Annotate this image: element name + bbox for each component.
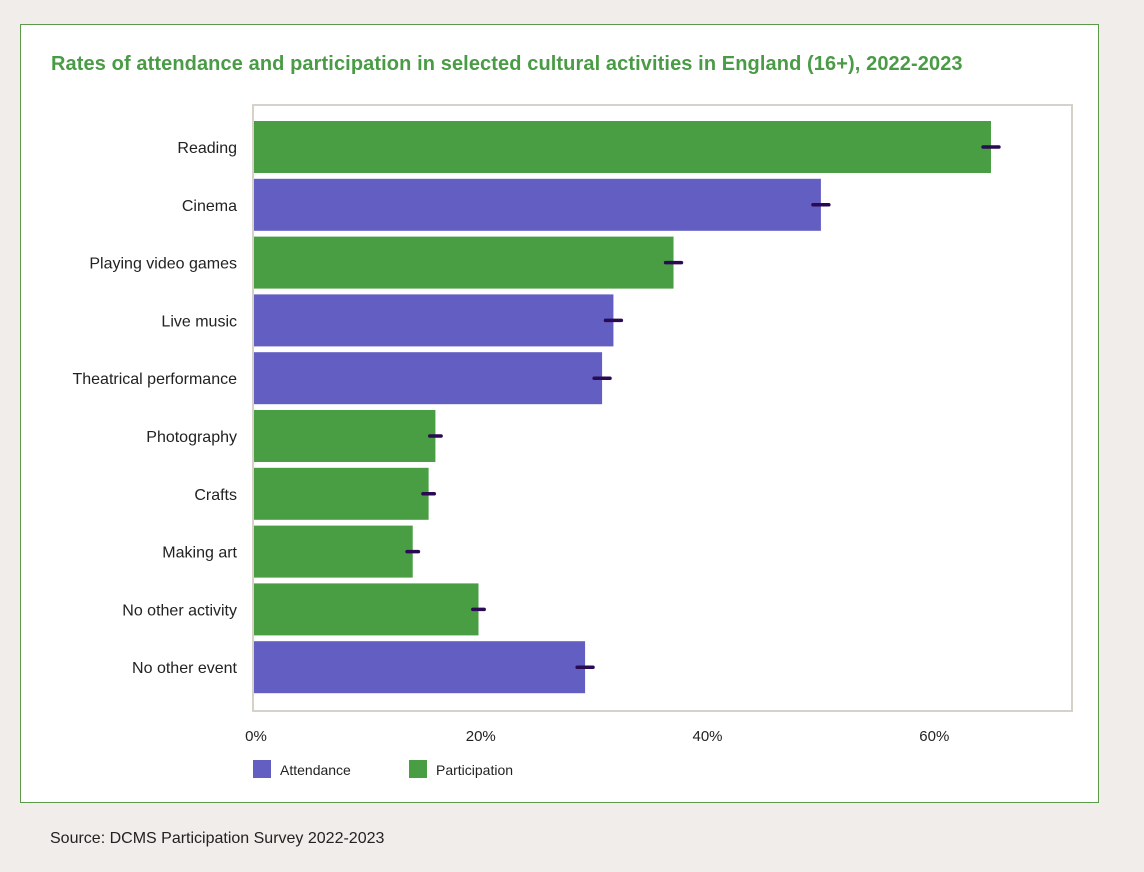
category-label: Crafts [194, 487, 237, 504]
bar-crafts [254, 467, 429, 520]
bar-no-other-event [254, 641, 586, 694]
category-label: Making art [162, 545, 237, 562]
x-tick-label: 40% [693, 728, 723, 745]
category-label: Reading [177, 140, 237, 157]
category-label: Playing video games [89, 256, 237, 273]
bars-layer [254, 121, 1001, 694]
bar-reading [254, 121, 991, 173]
legend-swatch-participation [409, 760, 427, 778]
category-label: No other event [132, 660, 238, 677]
legend-label-participation: Participation [436, 762, 513, 778]
bar-cinema [254, 178, 821, 231]
bar-live-music [254, 294, 614, 347]
category-labels: Reading Cinema Playing video games Live mus… [72, 140, 237, 677]
category-label: No other activity [122, 602, 237, 619]
x-tick-label: 20% [466, 728, 496, 745]
category-label: Theatrical performance [72, 371, 237, 388]
chart-title: Rates of attendance and participation in… [51, 53, 963, 75]
source-note: Source: DCMS Participation Survey 2022-2… [50, 830, 385, 847]
category-label: Live music [161, 313, 237, 330]
category-label: Photography [146, 429, 237, 446]
legend: Attendance Participation [253, 760, 513, 778]
bar-playing-video-games [254, 236, 674, 289]
x-axis-ticks: 0% 20% 40% 60% [245, 728, 949, 745]
legend-swatch-attendance [253, 760, 271, 778]
x-tick-label: 0% [245, 728, 267, 745]
bar-no-other-activity [254, 583, 479, 636]
legend-label-attendance: Attendance [280, 762, 351, 778]
bar-making-art [254, 525, 413, 578]
plot-frame [252, 104, 1073, 712]
category-label: Cinema [182, 198, 237, 215]
x-tick-label: 60% [919, 728, 949, 745]
bar-photography [254, 410, 436, 462]
bar-theatrical-performance [254, 352, 603, 405]
